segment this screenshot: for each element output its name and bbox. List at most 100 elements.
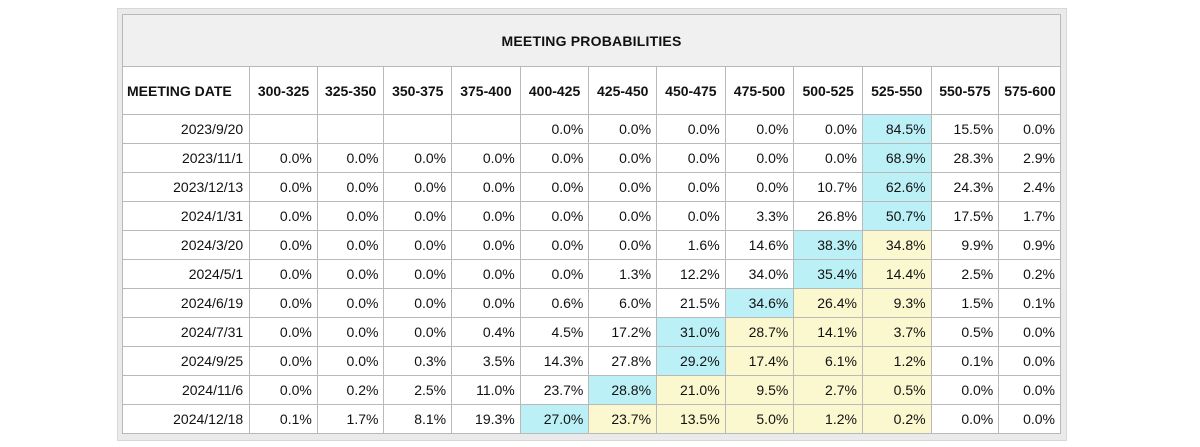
probability-cell: 34.6%: [724, 288, 795, 318]
probability-cell: [249, 114, 318, 144]
probability-cell: 14.4%: [861, 259, 932, 289]
probability-cell: 6.0%: [588, 288, 658, 318]
probability-cell: 0.0%: [656, 143, 726, 173]
probability-cell: 0.0%: [724, 172, 795, 202]
probability-cell: 0.0%: [930, 404, 1000, 434]
probability-cell: 26.8%: [793, 201, 863, 231]
probability-cell: 0.0%: [451, 143, 521, 173]
probability-cell: 0.0%: [588, 172, 658, 202]
table-row: 2023/11/1 0.0% 0.0% 0.0% 0.0% 0.0% 0.0% 0.0% 0.0…: [121, 143, 1061, 173]
probability-cell: 0.0%: [451, 172, 521, 202]
probability-cell: 27.0%: [519, 404, 590, 434]
probability-cell: 3.7%: [861, 317, 932, 347]
table-row: 2024/12/18 0.1% 1.7% 8.1% 19.3% 27.0% 23.7% 13.…: [121, 404, 1061, 434]
table-body: 2023/9/20 0.0% 0.0% 0.0% 0.0% 0.0% 84.5% 15.5% 0…: [121, 114, 1061, 434]
probability-cell: 4.5%: [519, 317, 590, 347]
probability-cell: 0.0%: [249, 172, 318, 202]
table-row: 2024/6/19 0.0% 0.0% 0.0% 0.0% 0.6% 6.0% 21.5% 34…: [121, 288, 1061, 318]
column-header: 425-450: [588, 66, 658, 115]
probability-cell: 1.7%: [998, 201, 1061, 231]
meeting-date-cell: 2024/6/19: [121, 288, 251, 318]
probability-cell: 17.5%: [930, 201, 1000, 231]
probability-cell: 0.0%: [724, 114, 795, 144]
probability-cell: 0.0%: [383, 259, 453, 289]
column-header: 325-350: [316, 66, 385, 115]
probability-cell: 0.0%: [656, 172, 726, 202]
probability-cell: 14.1%: [793, 317, 863, 347]
table-row: 2023/12/13 0.0% 0.0% 0.0% 0.0% 0.0% 0.0% 0.0% 0.…: [121, 172, 1061, 202]
probability-cell: [383, 114, 453, 144]
probability-cell: [316, 114, 385, 144]
probability-cell: 2.9%: [998, 143, 1061, 173]
probability-cell: 0.0%: [998, 317, 1061, 347]
probability-cell: 50.7%: [861, 201, 932, 231]
table-row: 2024/5/1 0.0% 0.0% 0.0% 0.0% 0.0% 1.3% 12.2% 34.…: [121, 259, 1061, 289]
probability-cell: 3.3%: [724, 201, 795, 231]
probability-cell: 0.0%: [451, 259, 521, 289]
probability-cell: 0.0%: [793, 143, 863, 173]
probability-cell: 0.0%: [451, 288, 521, 318]
probability-cell: 0.0%: [249, 259, 318, 289]
probability-cell: 2.5%: [930, 259, 1000, 289]
table-row: 2024/1/31 0.0% 0.0% 0.0% 0.0% 0.0% 0.0% 0.0% 3.3…: [121, 201, 1061, 231]
probability-cell: 2.5%: [383, 375, 453, 405]
probability-cell: 0.0%: [588, 230, 658, 260]
probability-cell: 0.0%: [519, 172, 590, 202]
probability-cell: 28.7%: [724, 317, 795, 347]
probability-cell: 15.5%: [930, 114, 1000, 144]
probability-cell: 0.0%: [724, 143, 795, 173]
probability-cell: 0.0%: [316, 288, 385, 318]
probability-cell: 0.0%: [383, 317, 453, 347]
meeting-date-cell: 2023/9/20: [121, 114, 251, 144]
column-header: 500-525: [793, 66, 863, 115]
meeting-probabilities-table: MEETING PROBABILITIES MEETING DATE 300-3…: [121, 14, 1061, 434]
column-header: 400-425: [519, 66, 590, 115]
probability-cell: 0.0%: [249, 375, 318, 405]
probability-cell: 0.0%: [998, 375, 1061, 405]
probability-cell: 0.0%: [656, 201, 726, 231]
probability-cell: 0.0%: [316, 201, 385, 231]
probability-cell: 0.0%: [930, 375, 1000, 405]
probability-cell: [451, 114, 521, 144]
probability-cell: 10.7%: [793, 172, 863, 202]
probability-cell: 0.0%: [249, 346, 318, 376]
probability-cell: 11.0%: [451, 375, 521, 405]
probability-cell: 0.0%: [249, 230, 318, 260]
probability-cell: 0.1%: [249, 404, 318, 434]
probability-cell: 0.0%: [316, 172, 385, 202]
probability-cell: 0.0%: [519, 114, 590, 144]
table-row: 2024/3/20 0.0% 0.0% 0.0% 0.0% 0.0% 0.0% 1.6% 14.…: [121, 230, 1061, 260]
probability-cell: 1.2%: [861, 346, 932, 376]
probability-cell: 0.0%: [519, 143, 590, 173]
meeting-date-cell: 2024/1/31: [121, 201, 251, 231]
probability-cell: 0.0%: [383, 201, 453, 231]
probability-cell: 0.0%: [316, 230, 385, 260]
probability-cell: 0.0%: [249, 288, 318, 318]
probability-cell: 0.2%: [316, 375, 385, 405]
header-row: MEETING DATE 300-325 325-350 350-375 375-40…: [121, 66, 1061, 115]
probability-cell: 0.0%: [451, 230, 521, 260]
probability-cell: 28.3%: [930, 143, 1000, 173]
probability-cell: 21.5%: [656, 288, 726, 318]
probability-cell: 0.0%: [316, 317, 385, 347]
probability-cell: 17.2%: [588, 317, 658, 347]
probability-cell: 0.6%: [519, 288, 590, 318]
probability-cell: 19.3%: [451, 404, 521, 434]
probability-cell: 0.0%: [656, 114, 726, 144]
probability-cell: 14.3%: [519, 346, 590, 376]
probability-cell: 0.0%: [316, 346, 385, 376]
probability-cell: 0.0%: [249, 143, 318, 173]
probability-cell: 0.0%: [519, 230, 590, 260]
title-row: MEETING PROBABILITIES: [122, 14, 1061, 67]
probability-cell: 0.0%: [249, 201, 318, 231]
probability-cell: 0.5%: [861, 375, 932, 405]
probability-cell: 31.0%: [656, 317, 726, 347]
probability-cell: 9.3%: [861, 288, 932, 318]
probability-cell: 24.3%: [930, 172, 1000, 202]
probability-cell: 0.0%: [519, 259, 590, 289]
probability-cell: 0.1%: [930, 346, 1000, 376]
table-row: 2023/9/20 0.0% 0.0% 0.0% 0.0% 0.0% 84.5% 15.5% 0…: [121, 114, 1061, 144]
probability-cell: 0.3%: [383, 346, 453, 376]
probability-cell: 27.8%: [588, 346, 658, 376]
probability-cell: 84.5%: [861, 114, 932, 144]
